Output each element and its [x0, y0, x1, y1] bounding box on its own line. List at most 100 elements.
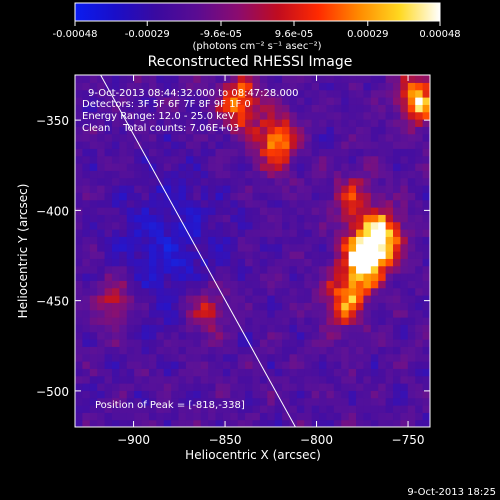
heatmap-cell [296, 104, 305, 113]
heatmap-cell [407, 104, 416, 113]
heatmap-cell [259, 104, 268, 113]
heatmap-cell [274, 383, 283, 391]
heatmap-cell [89, 273, 98, 281]
heatmap-cell [319, 309, 328, 318]
heatmap-cell [326, 339, 335, 347]
heatmap-cell [252, 295, 261, 303]
heatmap-cell [252, 214, 261, 223]
heatmap-cell [148, 133, 157, 142]
heatmap-cell [356, 265, 365, 274]
heatmap-cell [326, 111, 335, 120]
heatmap-cell [148, 170, 157, 179]
heatmap-cell [178, 361, 187, 369]
heatmap-cell [111, 258, 120, 267]
heatmap-cell [185, 236, 194, 245]
heatmap-cell [282, 177, 291, 186]
heatmap-cell [134, 331, 143, 340]
heatmap-cell [208, 265, 217, 274]
heatmap-cell [126, 375, 135, 384]
heatmap-cell [185, 346, 194, 355]
heatmap-cell [126, 251, 135, 259]
heatmap-cell [178, 229, 187, 237]
heatmap-cell [282, 75, 291, 83]
heatmap-cell [163, 89, 172, 98]
heatmap-cell [126, 229, 135, 237]
heatmap-cell [296, 185, 305, 193]
heatmap-cell [393, 199, 402, 208]
heatmap-cell [82, 419, 91, 427]
heatmap-cell [378, 361, 387, 369]
heatmap-cell [171, 302, 180, 311]
heatmap-cell [193, 419, 202, 427]
heatmap-cell [89, 229, 98, 237]
heatmap-cell [385, 148, 394, 157]
heatmap-cell [171, 295, 180, 303]
heatmap-cell [393, 353, 402, 362]
heatmap-cell [400, 236, 409, 245]
heatmap-cell [163, 141, 172, 149]
heatmap-cell [230, 375, 239, 384]
heatmap-cell [319, 273, 328, 281]
heatmap-cell [267, 419, 276, 427]
heatmap-cell [89, 163, 98, 171]
heatmap-cell [252, 383, 261, 391]
heatmap-cell [304, 111, 313, 120]
heatmap-cell [222, 273, 231, 281]
heatmap-cell [311, 199, 320, 208]
heatmap-cell [111, 207, 120, 215]
heatmap-cell [89, 390, 98, 399]
heatmap-cell [400, 280, 409, 289]
heatmap-cell [163, 251, 172, 259]
heatmap-cell [341, 192, 350, 201]
heatmap-cell [378, 397, 387, 406]
heatmap-cell [407, 273, 416, 281]
heatmap-cell [393, 280, 402, 289]
heatmap-cell [289, 192, 298, 201]
heatmap-cell [156, 287, 165, 296]
heatmap-cell [208, 361, 217, 369]
heatmap-cell [75, 185, 83, 193]
heatmap-cell [393, 375, 402, 384]
heatmap-cell [82, 221, 91, 230]
heatmap-cell [156, 141, 165, 149]
heatmap-cell [370, 155, 379, 164]
heatmap-cell [111, 383, 120, 391]
heatmap-cell [319, 75, 328, 83]
heatmap-cell [319, 214, 328, 223]
heatmap-cell [311, 353, 320, 362]
heatmap-cell [245, 133, 254, 142]
heatmap-cell [393, 163, 402, 171]
heatmap-cell [370, 133, 379, 142]
heatmap-cell [415, 368, 424, 377]
heatmap-cell [267, 339, 276, 347]
heatmap-cell [341, 126, 350, 135]
heatmap-cell [89, 199, 98, 208]
heatmap-cell [126, 265, 135, 274]
heatmap-cell [363, 346, 372, 355]
heatmap-cell [156, 148, 165, 157]
heatmap-cell [237, 375, 246, 384]
heatmap-cell [259, 89, 268, 98]
heatmap-cell [378, 265, 387, 274]
heatmap-cell [193, 126, 202, 135]
heatmap-cell [333, 126, 342, 135]
heatmap-cell [341, 251, 350, 259]
heatmap-cell [356, 287, 365, 296]
heatmap-cell [393, 82, 402, 91]
heatmap-cell [134, 273, 143, 281]
heatmap-cell [245, 353, 254, 362]
heatmap-cell [422, 111, 430, 120]
heatmap-cell [378, 375, 387, 384]
heatmap-cell [356, 309, 365, 318]
heatmap-cell [178, 243, 187, 252]
heatmap-cell [75, 119, 83, 127]
heatmap-cell [89, 236, 98, 245]
heatmap-cell [148, 104, 157, 113]
heatmap-cell [333, 390, 342, 399]
heatmap-cell [156, 397, 165, 406]
heatmap-cell [156, 177, 165, 186]
heatmap-cell [407, 119, 416, 127]
y-tick-label: −500 [36, 385, 69, 399]
heatmap-cell [97, 170, 106, 179]
heatmap-cell [400, 155, 409, 164]
